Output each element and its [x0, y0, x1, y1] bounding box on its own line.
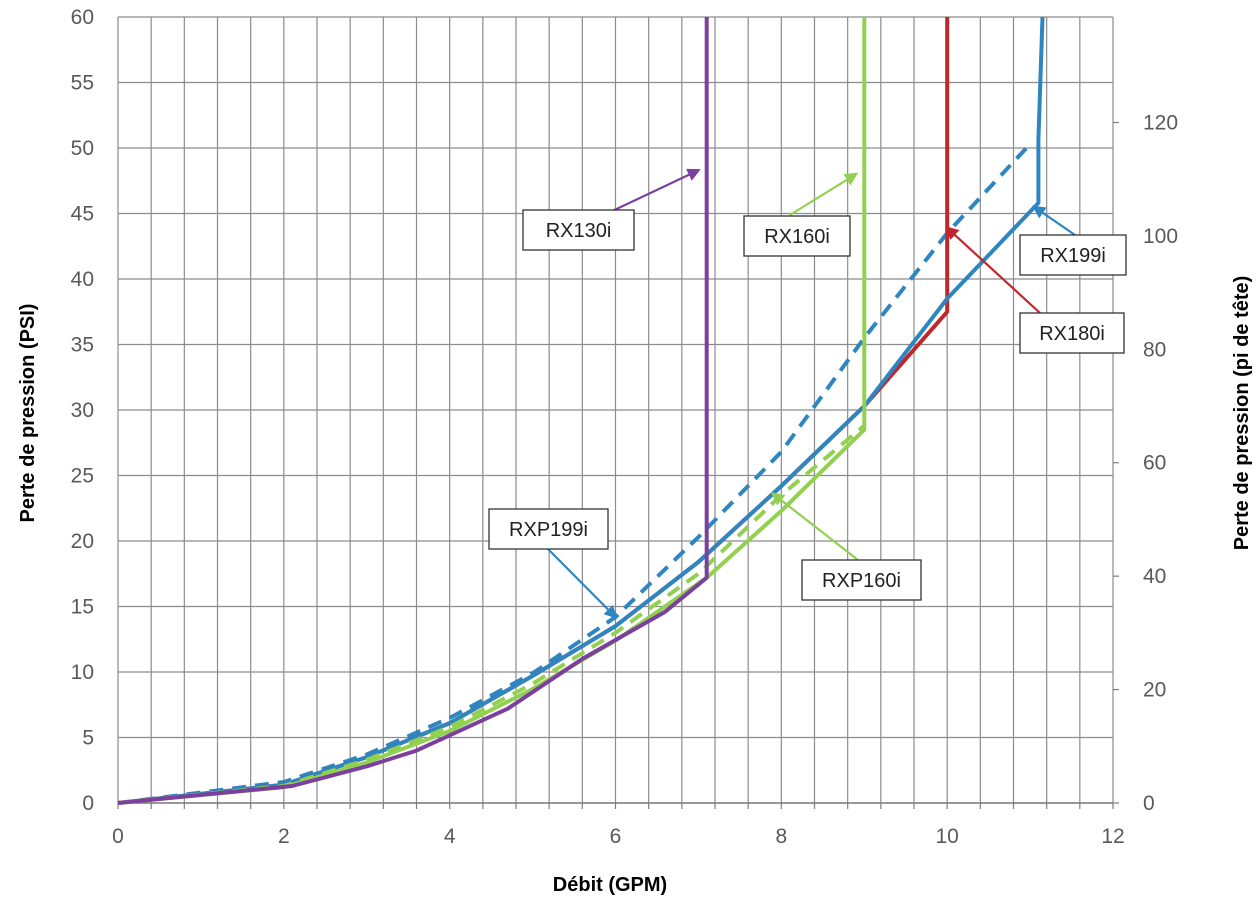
callout-label-rx180i: RX180i [1039, 323, 1105, 345]
y2-tick-label: 0 [1143, 792, 1155, 815]
callout-arrow-rx160i [789, 172, 859, 216]
callout-label-rx199i: RX199i [1040, 245, 1106, 267]
callout-box-rx180i [1019, 312, 1125, 354]
y-tick-label: 15 [71, 596, 94, 619]
y-tick-label: 30 [71, 399, 94, 422]
series-line-rx130i [117, 17, 709, 805]
callout-box-rx160i [743, 215, 851, 257]
y2-tick-label: 60 [1143, 452, 1166, 475]
y-tick-label: 50 [71, 137, 94, 160]
grid [117, 16, 1119, 809]
callout-label-rx160i: RX160i [764, 226, 830, 248]
y-tick-label: 55 [71, 72, 94, 95]
y-tick-label: 20 [71, 530, 94, 553]
x-tick-label: 0 [112, 825, 124, 848]
callout-label-rxp160i: RXP160i [822, 570, 901, 592]
callout-box-rx130i [522, 209, 635, 251]
y2-tick-label: 100 [1143, 225, 1178, 248]
x-tick-label: 10 [935, 825, 958, 848]
y-axis-title: Perte de pression (PSI) [17, 304, 39, 523]
x-tick-label: 6 [610, 825, 622, 848]
callout-box-rx199i [1019, 234, 1127, 276]
y-tick-label: 5 [82, 727, 94, 750]
y2-tick-label: 40 [1143, 565, 1166, 588]
y-tick-label: 60 [71, 6, 94, 29]
x-axis-title: Débit (GPM) [553, 874, 667, 896]
callouts: RX130i RX160i RX199i RX180i RXP199i RXP160i [488, 168, 1127, 619]
x-tick-label: 12 [1101, 825, 1124, 848]
y-tick-label: 40 [71, 268, 94, 291]
y-tick-label: 25 [71, 465, 94, 488]
y2-axis-title: Perte de pression (pi de tête) [1231, 276, 1253, 551]
series-line-rxp160i [117, 424, 866, 805]
callout-arrow-rxp199i [547, 548, 618, 619]
x-tick-label: 4 [444, 825, 456, 848]
x-tick-label: 8 [775, 825, 787, 848]
y2-tick-label: 80 [1143, 338, 1166, 361]
x-axis-ticks: 0 2 4 6 8 10 12 [112, 825, 1125, 848]
y-tick-label: 45 [71, 203, 94, 226]
callout-label-rxp199i: RXP199i [509, 519, 588, 541]
callout-arrow-rx180i [945, 226, 1041, 314]
y-tick-label: 0 [82, 792, 94, 815]
callout-box-rxp199i [488, 508, 609, 550]
y2-tick-label: 120 [1143, 111, 1178, 134]
y-tick-label: 10 [71, 661, 94, 684]
y2-axis-ticks: 0 20 40 60 80 100 120 [1143, 111, 1178, 815]
callout-box-rxp160i [801, 559, 922, 601]
callout-label-rx130i: RX130i [546, 220, 612, 242]
callout-arrow-rx199i [1032, 205, 1076, 236]
x-tick-label: 2 [278, 825, 290, 848]
y-axis-ticks: 0 5 10 15 20 25 30 35 40 45 50 55 60 [71, 6, 94, 815]
callout-arrow-rxp160i [770, 492, 859, 561]
series-line-rx199i [117, 16, 1045, 805]
y2-tick-label: 20 [1143, 679, 1166, 702]
y-tick-label: 35 [71, 334, 94, 357]
